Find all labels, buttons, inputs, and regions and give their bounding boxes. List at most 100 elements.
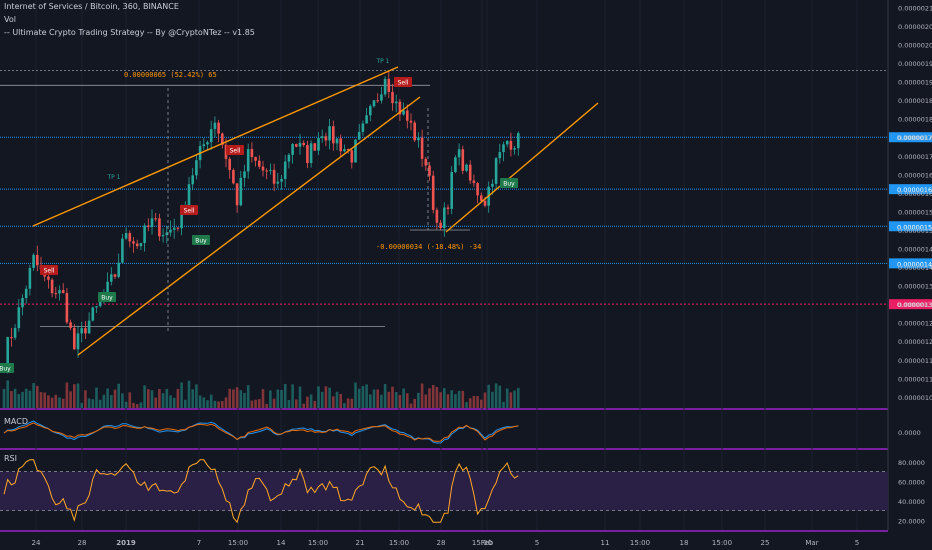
price-tick-label: 0.00000135 xyxy=(898,283,932,291)
volume-bar xyxy=(335,391,339,408)
volume-bar xyxy=(357,388,361,408)
candle-body xyxy=(28,267,32,289)
volume-bar xyxy=(258,399,261,408)
candle-body xyxy=(172,227,176,230)
time-tick-label: 28 xyxy=(78,539,87,547)
volume-bar xyxy=(513,390,516,408)
volume-bar xyxy=(84,390,87,408)
buy-signal-box xyxy=(192,235,210,245)
volume-bar xyxy=(276,389,280,408)
price-badge-text: 0.00000161 xyxy=(897,186,932,194)
volume-bar xyxy=(2,388,6,408)
candle-body xyxy=(269,169,272,171)
volume-bar xyxy=(498,385,502,408)
candle-body xyxy=(502,144,505,153)
buy-signal-box xyxy=(500,178,518,188)
volume-bar xyxy=(224,397,228,408)
volume-bar xyxy=(121,393,124,408)
volume-bar xyxy=(158,388,161,408)
volume-bar xyxy=(135,404,139,408)
candle-body xyxy=(517,133,520,149)
candle-body xyxy=(106,281,109,296)
volume-bar xyxy=(472,395,476,408)
volume-bar xyxy=(102,394,106,408)
candle-body xyxy=(505,140,509,145)
volume-bar xyxy=(261,389,265,408)
volume-bar xyxy=(21,391,24,408)
candle-body xyxy=(343,149,346,152)
candle-body xyxy=(291,144,294,155)
volume-bar xyxy=(350,398,354,408)
buy-signal-box xyxy=(98,292,116,302)
candle-body xyxy=(132,241,135,244)
buy-signal-label: Buy xyxy=(0,366,11,373)
candle-body xyxy=(58,290,61,294)
candle-body xyxy=(461,149,465,171)
volume-bar xyxy=(6,380,9,408)
candle-body xyxy=(361,123,365,132)
macd-label: MACD xyxy=(4,417,28,426)
candle-body xyxy=(73,327,76,350)
candle-body xyxy=(417,137,420,141)
candle-body xyxy=(250,149,254,157)
volume-bar xyxy=(254,399,257,408)
volume-bar xyxy=(494,383,498,408)
candle-body xyxy=(147,225,150,228)
candle-body xyxy=(17,307,21,329)
volume-bar xyxy=(54,394,58,408)
volume-bars xyxy=(2,380,520,408)
candle-body xyxy=(169,229,172,233)
price-tick-label: 0.00000105 xyxy=(898,394,932,402)
candle-body xyxy=(87,320,91,334)
volume-bar xyxy=(339,393,342,408)
candle-body xyxy=(258,160,261,167)
volume-bar xyxy=(150,390,154,408)
volume-bar xyxy=(235,387,239,408)
channel-lower-line xyxy=(77,96,421,356)
volume-bar xyxy=(295,399,298,408)
candle-body xyxy=(369,106,372,116)
price-tick-label: 0.00000165 xyxy=(898,171,932,179)
candle-body xyxy=(54,293,58,295)
volume-bar xyxy=(95,387,98,408)
volume-pane-separator xyxy=(0,408,888,410)
volume-bar xyxy=(283,383,287,408)
candle-body xyxy=(446,207,450,209)
volume-bar xyxy=(483,392,487,408)
sell-signal-box xyxy=(180,205,198,215)
volume-bar xyxy=(47,395,50,408)
volume-bar xyxy=(43,392,46,408)
buy-signal-label: Buy xyxy=(195,238,207,245)
candle-body xyxy=(309,143,313,163)
rsi-line xyxy=(3,459,519,524)
volume-bar xyxy=(465,402,468,408)
volume-bar xyxy=(332,396,335,408)
volume-bar xyxy=(468,398,472,408)
volume-bar xyxy=(195,384,198,408)
volume-bar xyxy=(376,389,379,408)
volume-bar xyxy=(298,386,302,408)
candle-body xyxy=(324,136,328,141)
candle-body xyxy=(468,164,472,181)
price-tick-label: 0.00000195 xyxy=(898,60,932,68)
price-tick-label: 0.00000125 xyxy=(898,320,932,328)
candle-body xyxy=(480,195,483,201)
candle-body xyxy=(121,238,124,263)
tp-label: TP 1 xyxy=(375,58,389,65)
candle-body xyxy=(47,276,50,280)
candle-body xyxy=(357,131,361,140)
candle-body xyxy=(21,297,24,308)
candle-body xyxy=(239,177,243,206)
price-tick-label: 0.00000175 xyxy=(898,134,932,142)
time-tick-label: 5 xyxy=(855,539,859,547)
buy-signal-label: Buy xyxy=(101,295,113,302)
sell-signal-label: Sell xyxy=(184,208,195,215)
price-badge-text: 0.00000151 xyxy=(897,223,932,231)
volume-bar xyxy=(391,386,394,408)
volume-bar xyxy=(380,394,383,408)
volume-bar xyxy=(450,390,453,408)
